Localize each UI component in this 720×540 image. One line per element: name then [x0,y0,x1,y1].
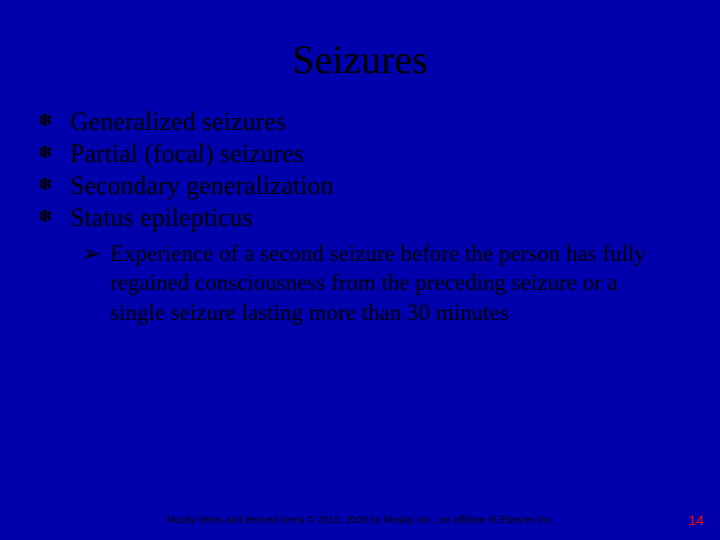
bullet-text: Status epilepticus [70,203,253,232]
list-item: Partial (focal) seizures [34,139,686,169]
sub-bullet-text: Experience of a second seizure before th… [110,241,646,325]
sub-list: Experience of a second seizure before th… [70,239,686,327]
bullet-text: Partial (focal) seizures [70,139,304,168]
page-number: 14 [688,512,704,528]
sub-list-item: Experience of a second seizure before th… [82,239,678,327]
list-item: Generalized seizures [34,107,686,137]
bullet-text: Generalized seizures [70,107,286,136]
bullet-list: Generalized seizures Partial (focal) sei… [0,107,720,327]
slide-title: Seizures [0,0,720,107]
slide: Seizures Generalized seizures Partial (f… [0,0,720,540]
list-item: Secondary generalization [34,171,686,201]
bullet-text: Secondary generalization [70,171,334,200]
footer-text: Mosby items and derived items © 2010, 20… [0,515,720,526]
list-item: Status epilepticus Experience of a secon… [34,203,686,327]
